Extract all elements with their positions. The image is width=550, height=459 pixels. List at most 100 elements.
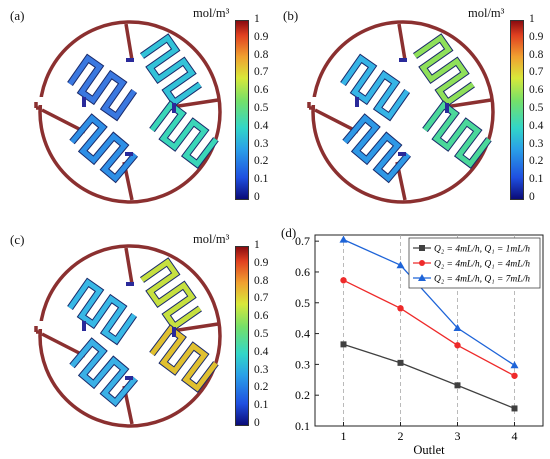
inlet-stub bbox=[34, 326, 42, 334]
divider-top bbox=[397, 23, 407, 61]
divider-left bbox=[41, 332, 86, 358]
colorbar-tick-label: 0.8 bbox=[254, 274, 269, 287]
colorbar-unit: mol/m³ bbox=[193, 232, 230, 246]
divider-right bbox=[171, 98, 219, 109]
colorbar-tick-label: 0.4 bbox=[529, 119, 544, 132]
series-line bbox=[343, 279, 515, 377]
data-point bbox=[454, 382, 461, 389]
data-point bbox=[397, 359, 404, 366]
colorbar-tick-label: 0.1 bbox=[254, 399, 269, 412]
legend-entry: Q₂ = 4mL/h, Q₁ = 7mL/h bbox=[434, 275, 530, 285]
colorbar-tick-label: 0.4 bbox=[254, 345, 269, 358]
colorbar-unit: mol/m³ bbox=[468, 6, 505, 20]
divider-right bbox=[444, 98, 492, 109]
outlet-marker bbox=[82, 97, 86, 107]
colorbar bbox=[235, 246, 249, 426]
x-tick-label: 4 bbox=[512, 429, 518, 443]
colorbar-tick-label: 0.4 bbox=[254, 119, 269, 132]
outer-ring bbox=[38, 20, 222, 204]
colorbar-tick-label: 0.5 bbox=[254, 102, 269, 114]
outlet-marker bbox=[82, 321, 86, 331]
serpentine-channel-bl bbox=[69, 113, 139, 184]
colorbar-tick-label: 0.9 bbox=[254, 256, 269, 269]
serpentine-channel-br bbox=[149, 100, 219, 169]
x-tick-label: 3 bbox=[455, 429, 461, 443]
divider-left bbox=[314, 108, 359, 134]
legend-entry: Q₂ = 4mL/h, Q₁ = 4mL/h bbox=[434, 260, 530, 270]
colorbar-tick-label: 0.3 bbox=[529, 137, 544, 150]
line-chart: 1 2 3 4 0.1 0.2 0.3 0.4 0.5 0.6 0.7 Outlet Q₂ = 4mL/… bbox=[295, 234, 544, 457]
colorbar-tick-label: 1 bbox=[529, 13, 535, 25]
data-point bbox=[511, 372, 518, 379]
device-diagram-b bbox=[307, 20, 495, 204]
divider-left bbox=[41, 108, 86, 134]
colorbar-tick-label: 0.7 bbox=[529, 66, 544, 79]
colorbar bbox=[510, 20, 524, 200]
colorbar-tick-label: 0.9 bbox=[254, 30, 269, 43]
serpentine-channel-tl bbox=[340, 53, 411, 122]
colorbar-tick-label: 0.3 bbox=[254, 137, 269, 150]
outlet-marker bbox=[355, 97, 359, 107]
outlet-marker bbox=[398, 152, 406, 156]
panel-label: (a) bbox=[10, 8, 25, 23]
legend-marker bbox=[419, 260, 425, 266]
panel-c: (c) mol/m³ 1 0.9 0.8 0.7 0.6 0.5 0.4 0.3 0.2 0.1 0 bbox=[0, 228, 275, 453]
data-point bbox=[397, 305, 404, 312]
divider-right bbox=[171, 322, 219, 333]
colorbar-unit: mol/m³ bbox=[193, 6, 230, 20]
colorbar-tick-label: 0.5 bbox=[529, 102, 544, 114]
colorbar-tick-label: 1 bbox=[254, 239, 260, 251]
panel-b: (b) mol/m³ 1 0.9 0.8 0.7 0.6 0.5 0.4 0.3 0.2 0.1 0 bbox=[275, 0, 550, 225]
outlet-marker bbox=[126, 282, 134, 286]
colorbar-tick-label: 0.7 bbox=[254, 66, 269, 79]
colorbar-tick-label: 0.6 bbox=[254, 310, 269, 323]
y-tick-label: 0.5 bbox=[295, 296, 310, 310]
inlet-gap bbox=[34, 321, 46, 329]
series-line bbox=[343, 239, 515, 366]
outlet-marker bbox=[126, 58, 134, 62]
colorbar-tick-label: 0.8 bbox=[529, 48, 544, 61]
x-tick-label: 1 bbox=[341, 429, 347, 443]
colorbar-tick-label: 0.2 bbox=[254, 381, 269, 394]
y-tick-label: 0.7 bbox=[295, 234, 310, 248]
divider-top bbox=[124, 247, 134, 285]
colorbar-tick-label: 0.6 bbox=[254, 84, 269, 97]
y-tick-label: 0.2 bbox=[295, 388, 310, 402]
y-tick-label: 0.6 bbox=[295, 265, 310, 279]
colorbar-tick-label: 0.2 bbox=[254, 155, 269, 168]
serpentine-channel-br bbox=[422, 100, 492, 169]
panel-label: (c) bbox=[10, 232, 25, 247]
serpentine-channel-tr bbox=[139, 33, 202, 108]
inlet-gap bbox=[307, 97, 319, 105]
serpentine-channel-tl bbox=[67, 277, 138, 346]
colorbar-tick-label: 0.6 bbox=[529, 84, 544, 97]
colorbar-tick-label: 0 bbox=[254, 191, 260, 203]
inlet-gap bbox=[34, 97, 46, 105]
device-diagram-c bbox=[34, 244, 222, 428]
outlet-marker bbox=[172, 327, 176, 337]
serpentine-channel-bl bbox=[69, 337, 139, 408]
data-point bbox=[454, 342, 461, 349]
data-point bbox=[453, 324, 462, 332]
outer-ring bbox=[311, 20, 495, 204]
outer-ring bbox=[38, 244, 222, 428]
legend-marker bbox=[419, 245, 425, 251]
y-tick-label: 0.3 bbox=[295, 357, 310, 371]
divider-top bbox=[124, 23, 134, 61]
y-tick-label: 0.4 bbox=[295, 327, 310, 341]
colorbar bbox=[235, 20, 249, 200]
panel-a: (a) mol/m³ 1 0.9 0.8 0.7 0.6 0.5 0.4 0.3 0.2 0.1 0 bbox=[0, 0, 275, 225]
series-line bbox=[343, 343, 515, 410]
outlet-marker bbox=[125, 376, 133, 380]
legend-marker bbox=[418, 274, 426, 281]
colorbar-tick-label: 0.8 bbox=[254, 48, 269, 61]
serpentine-channel-bl bbox=[342, 113, 412, 184]
data-point bbox=[340, 277, 347, 284]
colorbar-tick-label: 0.3 bbox=[254, 363, 269, 376]
data-point bbox=[340, 341, 347, 348]
data-point bbox=[396, 261, 405, 269]
outlet-marker bbox=[172, 103, 176, 113]
data-point bbox=[510, 361, 519, 369]
device-diagram-a bbox=[34, 20, 222, 204]
colorbar-tick-label: 0.9 bbox=[529, 30, 544, 43]
